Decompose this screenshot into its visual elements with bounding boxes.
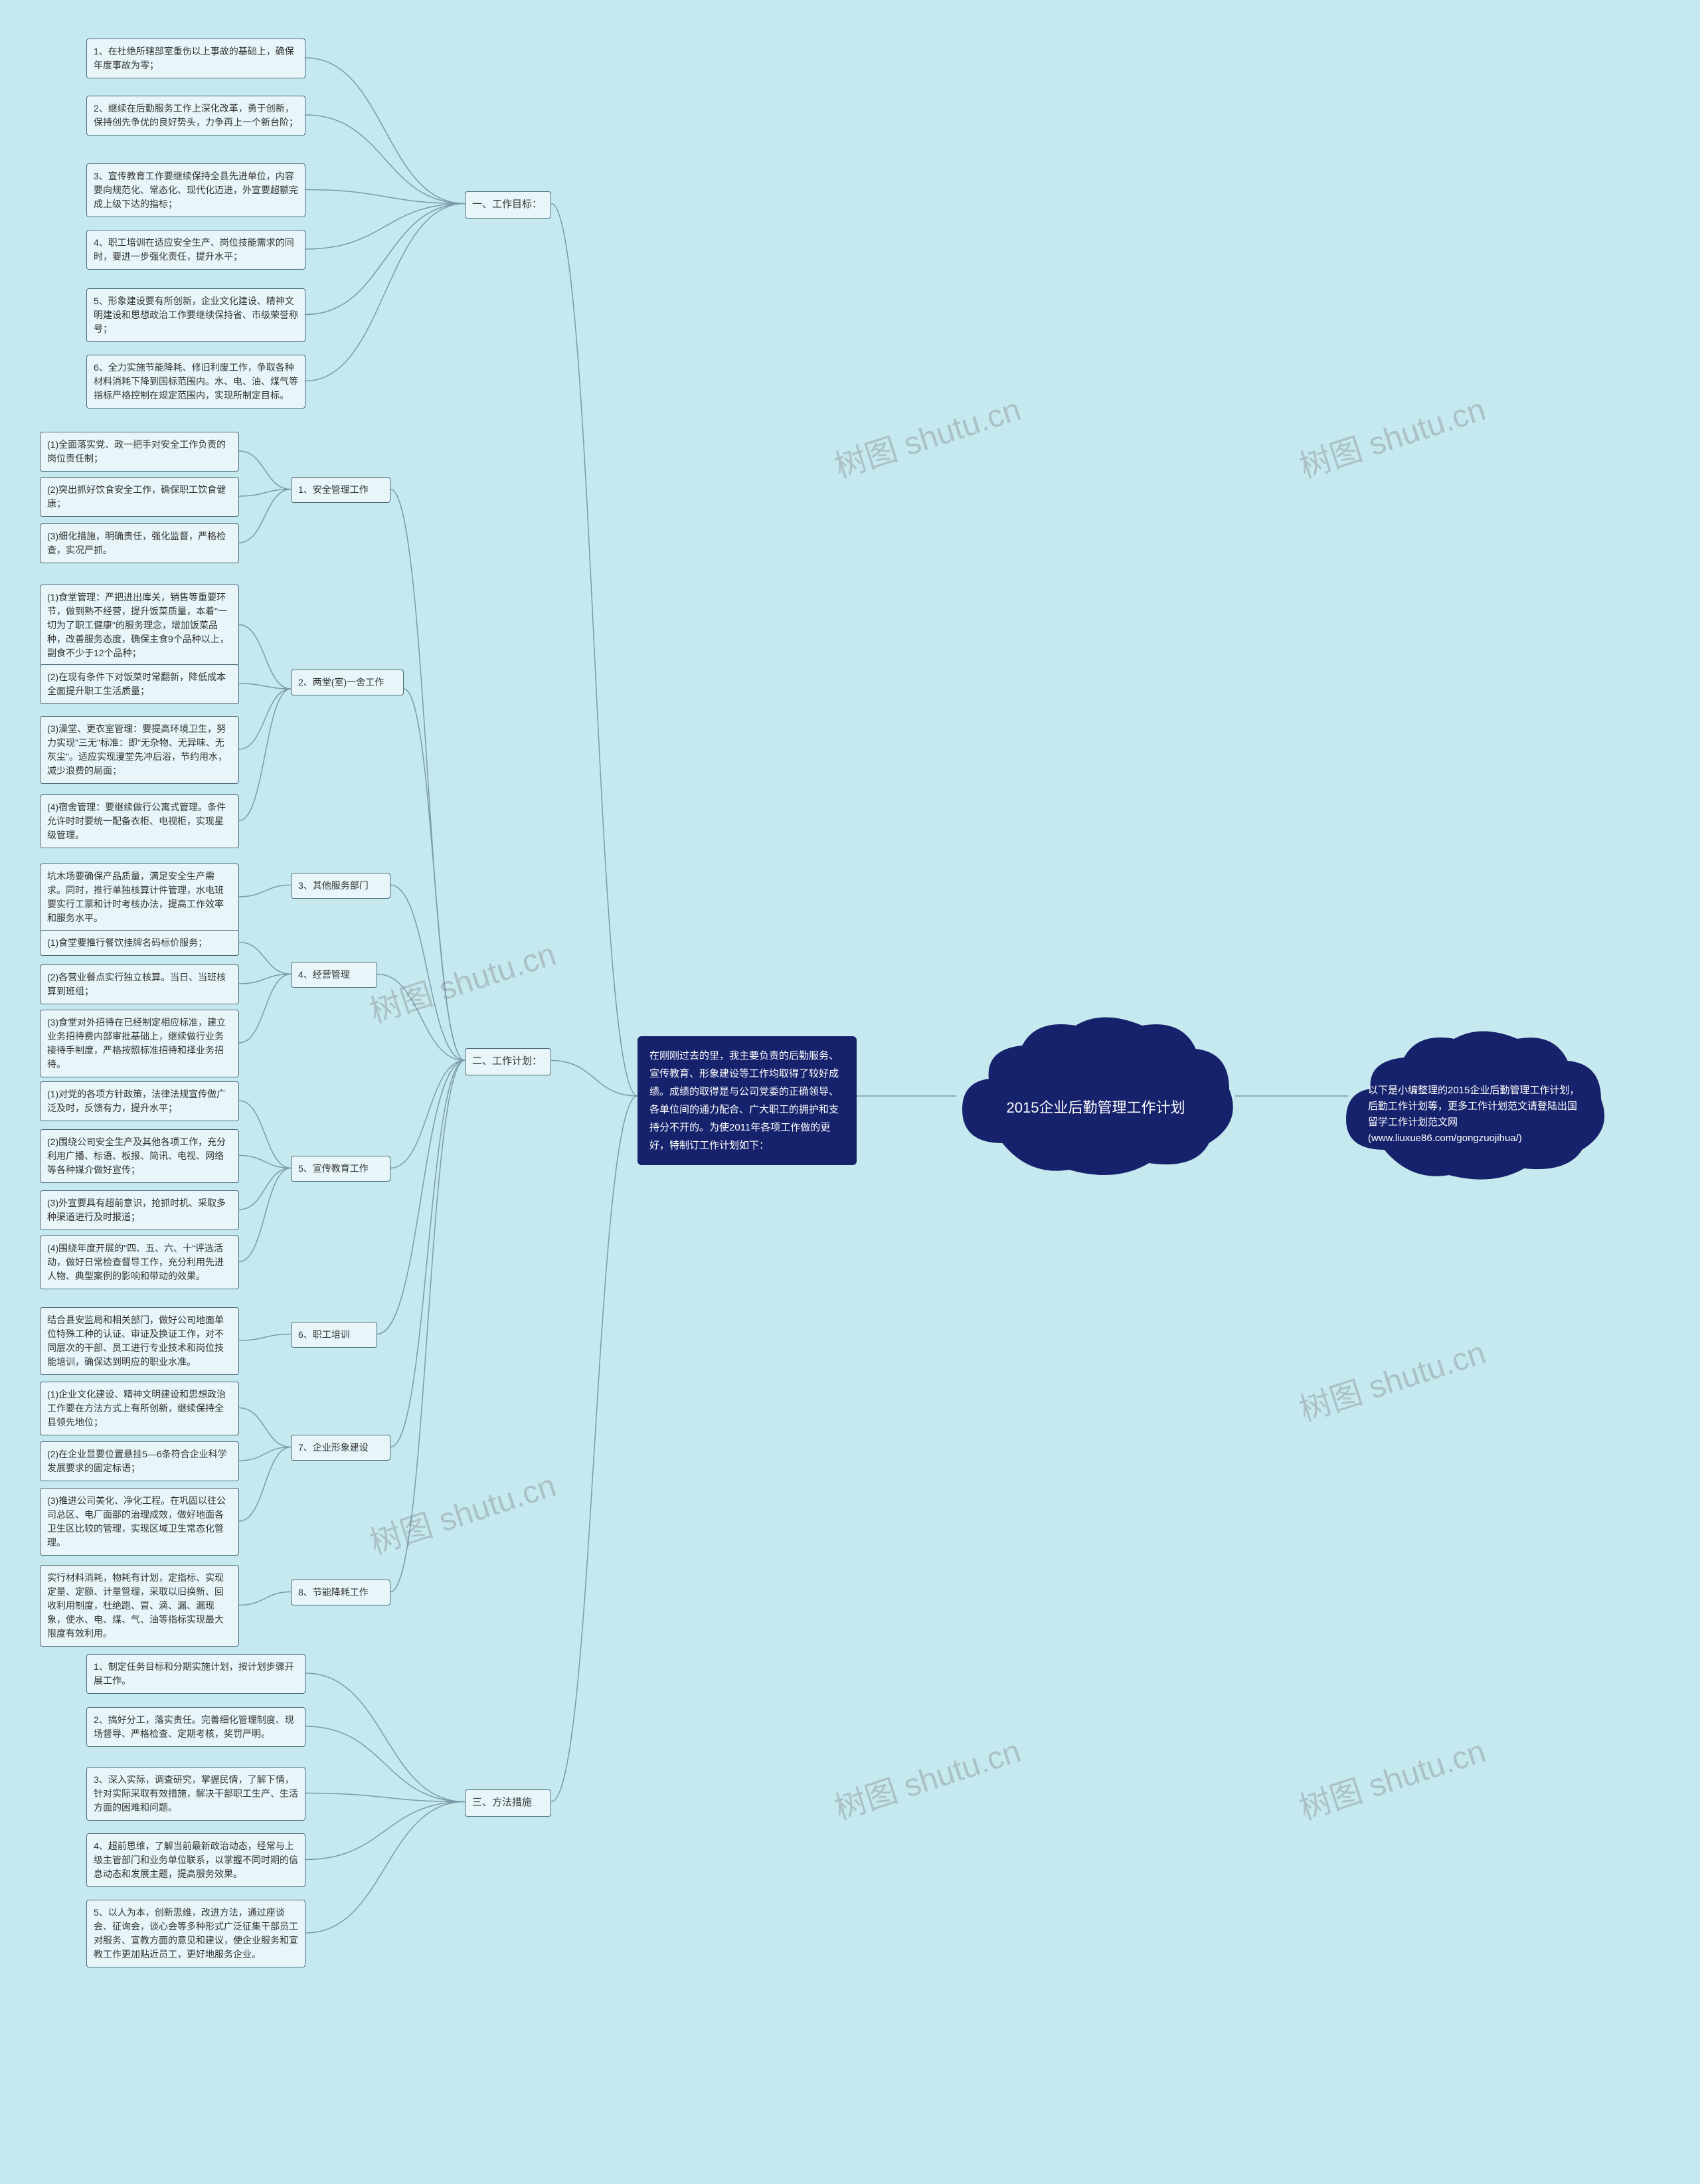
mindmap-node: (3)推进公司美化、净化工程。在巩固以往公司总区、电厂面部的治理成效，做好地面各…	[40, 1488, 239, 1556]
watermark: 树图 shutu.cn	[1292, 1725, 1490, 1829]
mindmap-node: 2、搞好分工，落实责任。完善细化管理制度、现场督导、严格检查、定期考核，奖罚严明…	[86, 1707, 305, 1747]
mindmap-node: 2、两堂(室)一舍工作	[291, 670, 404, 695]
mindmap-node: 1、在杜绝所辖部室重伤以上事故的基础上，确保年度事故为零；	[86, 39, 305, 78]
mindmap-node: 8、节能降耗工作	[291, 1580, 390, 1605]
mindmap-node: 3、宣传教育工作要继续保持全县先进单位，内容要向规范化、常态化、现代化迈进，外宣…	[86, 163, 305, 217]
watermark: 树图 shutu.cn	[827, 1725, 1025, 1829]
mindmap-node: 4、职工培训在适应安全生产、岗位技能需求的同时，要进一步强化责任，提升水平；	[86, 230, 305, 270]
mindmap-node: (2)在现有条件下对饭菜时常翻新，降低成本全面提升职工生活质量；	[40, 664, 239, 704]
right-note: 以下是小编整理的2015企业后勤管理工作计划，后勤工作计划等，更多工作计划范文请…	[1368, 1083, 1580, 1146]
center-cloud: 2015企业后勤管理工作计划	[950, 1010, 1242, 1196]
mindmap-node: 结合县安监局和相关部门，做好公司地面单位特殊工种的认证、审证及换证工作，对不同层…	[40, 1307, 239, 1375]
mindmap-node: (3)外宣要具有超前意识，抢抓时机、采取多种渠道进行及时报道；	[40, 1190, 239, 1230]
mindmap-node: 5、宣传教育工作	[291, 1156, 390, 1182]
mindmap-node: (1)食堂要推行餐饮挂牌名码标价服务；	[40, 930, 239, 956]
mindmap-node: (3)澡堂、更衣室管理：要提高环境卫生，努力实现"三无"标准：即"无杂物、无异味…	[40, 716, 239, 784]
mindmap-node: 1、制定任务目标和分期实施计划，按计划步骤开展工作。	[86, 1654, 305, 1694]
mindmap-node: (2)突出抓好饮食安全工作，确保职工饮食健康；	[40, 477, 239, 517]
mindmap-node: (1)对党的各项方针政策，法律法规宣传做广泛及时，反馈有力，提升水平；	[40, 1081, 239, 1121]
mindmap-node: (3)细化措施，明确责任，强化监督，严格检查，实况严抓。	[40, 523, 239, 563]
mindmap-node: 一、工作目标：	[465, 191, 551, 219]
mindmap-node: (4)宿舍管理：要继续做行公寓式管理。条件允许时时要统一配备衣柜、电视柜，实现星…	[40, 794, 239, 848]
mindmap-node: 2、继续在后勤服务工作上深化改革，勇于创新，保持创先争优的良好势头，力争再上一个…	[86, 96, 305, 136]
mindmap-node: (2)围绕公司安全生产及其他各项工作，充分利用广播、标语、板报、简讯、电视、网络…	[40, 1129, 239, 1183]
mindmap-node: 4、超前思维，了解当前最新政治动态，经常与上级主管部门和业务单位联系，以掌握不同…	[86, 1833, 305, 1887]
watermark: 树图 shutu.cn	[363, 1459, 560, 1563]
mindmap-node: 1、安全管理工作	[291, 477, 390, 503]
mindmap-node: 6、职工培训	[291, 1322, 377, 1348]
mindmap-node: (1)企业文化建设、精神文明建设和思想政治工作要在方法方式上有所创新，继续保持全…	[40, 1382, 239, 1435]
mindmap-node: 实行材料消耗，物耗有计划，定指标、实现定量、定额、计量管理，采取以旧换新、回收利…	[40, 1565, 239, 1647]
watermark: 树图 shutu.cn	[1292, 383, 1490, 487]
watermark: 树图 shutu.cn	[827, 383, 1025, 487]
watermark: 树图 shutu.cn	[363, 928, 560, 1032]
mindmap-node: (4)围绕年度开展的"四、五、六、十"评选活动，做好日常检查督导工作，充分利用先…	[40, 1235, 239, 1289]
mindmap-node: 5、形象建设要有所创新，企业文化建设、精神文明建设和思想政治工作要继续保持省、市…	[86, 288, 305, 342]
mindmap-node: 3、其他服务部门	[291, 873, 390, 899]
right-cloud: 以下是小编整理的2015企业后勤管理工作计划，后勤工作计划等，更多工作计划范文请…	[1335, 1023, 1614, 1196]
mindmap-node: 4、经营管理	[291, 962, 377, 988]
mindmap-node: 二、工作计划：	[465, 1048, 551, 1075]
mindmap-node: (3)食堂对外招待在已经制定相应标准，建立业务招待费内部审批基础上，继续做行业务…	[40, 1010, 239, 1077]
mindmap-node: (2)各营业餐点实行独立核算。当日、当班核算到班组；	[40, 964, 239, 1004]
center-title: 2015企业后勤管理工作计划	[989, 1096, 1202, 1119]
mindmap-node: 6、全力实施节能降耗、修旧利废工作，争取各种材料消耗下降到国标范围内。水、电、油…	[86, 355, 305, 409]
mindmap-node: 5、以人为本，创新思维，改进方法，通过座谈会、征询会，谈心会等多种形式广泛征集干…	[86, 1900, 305, 1967]
mindmap-node: 7、企业形象建设	[291, 1435, 390, 1461]
mindmap-node: (1)全面落实党、政一把手对安全工作负责的岗位责任制；	[40, 432, 239, 472]
mindmap-node: (2)在企业显要位置悬挂5—6条符合企业科学发展要求的固定标语；	[40, 1441, 239, 1481]
mindmap-node: 三、方法措施	[465, 1789, 551, 1817]
intro-node: 在刚刚过去的里，我主要负责的后勤服务、宣传教育、形象建设等工作均取得了较好成绩。…	[638, 1036, 857, 1165]
mindmap-node: 3、深入实际，调查研究，掌握民情，了解下情，针对实际采取有效措施，解决干部职工生…	[86, 1767, 305, 1821]
mindmap-node: 坑木场要确保产品质量，满足安全生产需求。同时，推行单独核算计件管理，水电班要实行…	[40, 864, 239, 931]
watermark: 树图 shutu.cn	[1292, 1326, 1490, 1430]
mindmap-node: (1)食堂管理：严把进出库关，销售等重要环节，做到熟不经营，提升饭菜质量，本着"…	[40, 585, 239, 666]
